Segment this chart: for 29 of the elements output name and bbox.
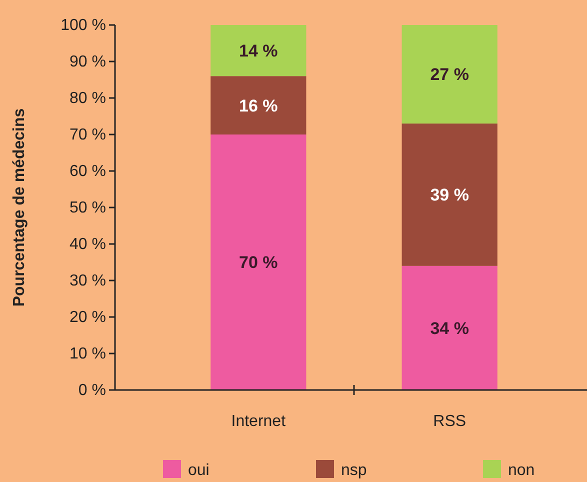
y-tick-label: 0 % <box>78 382 106 400</box>
data-label: 34 % <box>430 318 469 338</box>
y-tick-label: 70 % <box>70 126 106 144</box>
legend-label: oui <box>188 462 210 479</box>
data-label: 70 % <box>239 253 278 272</box>
bar <box>402 25 498 124</box>
y-tick-label: 20 % <box>70 309 106 326</box>
y-tick-label: 50 % <box>70 200 106 217</box>
x-tick-label: RSS <box>433 413 466 430</box>
bar <box>402 124 498 266</box>
bar <box>210 76 306 134</box>
data-label: 14 % <box>239 42 278 60</box>
y-axis-title: Pourcentage de médecins <box>11 108 28 307</box>
data-label: 16 % <box>239 96 278 116</box>
y-tick-label: 60 % <box>70 163 106 180</box>
y-tick-label: 100 % <box>60 17 106 34</box>
x-tick-label: Internet <box>231 413 286 430</box>
legend-label: non <box>508 462 535 479</box>
y-tick-label: 40 % <box>70 236 106 254</box>
y-tick-label: 10 % <box>70 346 106 363</box>
bar <box>402 266 498 390</box>
y-tick-label: 90 % <box>70 54 106 71</box>
y-tick-label: 80 % <box>70 90 106 108</box>
bar <box>210 134 306 390</box>
data-label: 27 % <box>430 65 469 84</box>
legend-label: nsp <box>341 462 367 479</box>
data-label: 39 % <box>430 186 469 205</box>
y-tick-label: 30 % <box>70 272 106 290</box>
bar <box>210 25 306 76</box>
